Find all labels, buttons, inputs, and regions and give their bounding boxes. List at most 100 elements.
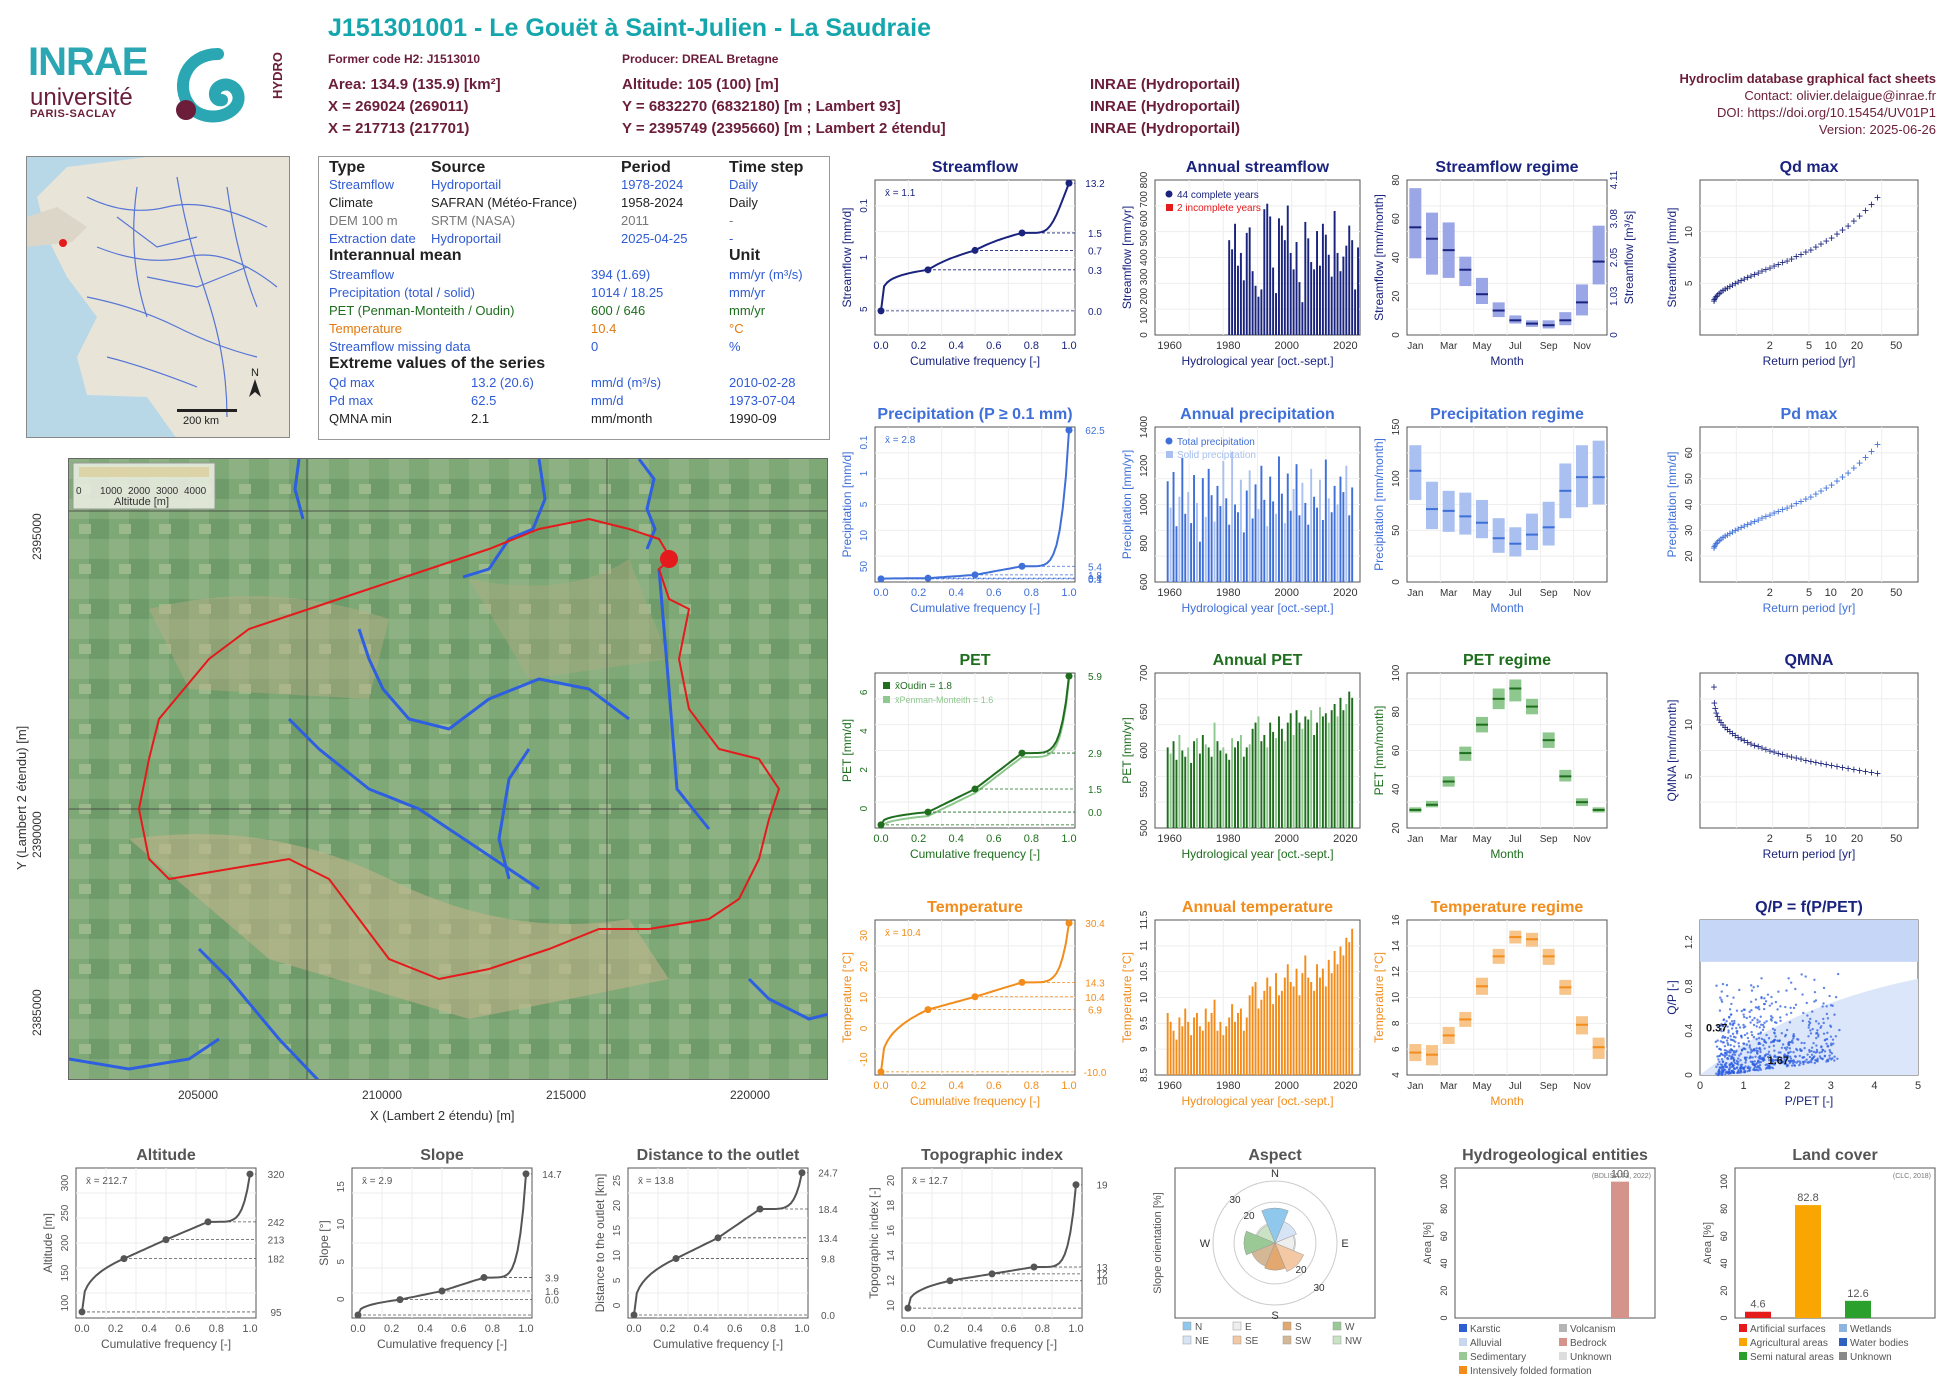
- qp-point: [1818, 1051, 1821, 1054]
- qp-point: [1756, 1021, 1759, 1024]
- x-axis-label: Cumulative frequency [-]: [377, 1337, 507, 1351]
- qp-point: [1737, 1045, 1741, 1048]
- hydro-logo-icon: [176, 48, 245, 123]
- annual-bar: [1263, 990, 1266, 1075]
- annual-bar: [1313, 496, 1316, 582]
- annual-bar: [1184, 756, 1187, 828]
- qp-point: [1750, 1033, 1754, 1037]
- quantile-point: [877, 575, 885, 583]
- qp-point: [1732, 1070, 1736, 1074]
- y-axis-label: PET [mm/d]: [840, 719, 854, 782]
- map-xlabel: X (Lambert 2 étendu) [m]: [370, 1108, 515, 1123]
- annual-bar: [1231, 1004, 1234, 1075]
- quantile-point: [396, 1296, 404, 1304]
- qp-point: [1745, 1016, 1748, 1020]
- qp-point: [1725, 1039, 1729, 1042]
- qp-point: [1717, 1068, 1721, 1071]
- quantile-point: [877, 1068, 885, 1076]
- annual-bar: [1260, 741, 1263, 828]
- tick-label: 5: [1915, 1080, 1921, 1092]
- annual-bar: [1266, 747, 1269, 828]
- annual-bar: [1175, 1039, 1178, 1075]
- annual-bar: [1228, 759, 1231, 828]
- x-axis-label: Hydrological year [oct.-sept.]: [1181, 354, 1333, 368]
- annual-bar: [1345, 245, 1348, 335]
- catchment-boundary: [137, 517, 781, 981]
- qp-point: [1739, 1071, 1742, 1074]
- qp-point: [1718, 1060, 1721, 1064]
- return-point: +: [1807, 243, 1814, 257]
- return-point: +: [1874, 191, 1881, 205]
- qp-point: [1807, 1023, 1811, 1027]
- qp-point: [1746, 1036, 1750, 1040]
- contact[interactable]: Contact: olivier.delaigue@inrae.fr: [1744, 88, 1936, 103]
- annual-bar: [1207, 747, 1210, 828]
- tick-label: 0.4: [949, 1080, 964, 1092]
- doi[interactable]: DOI: https://doi.org/10.15454/UV01P1: [1717, 105, 1936, 120]
- qp-point: [1750, 1008, 1753, 1012]
- qp-point: [1726, 1041, 1729, 1045]
- qp-point: [1726, 994, 1729, 998]
- qp-point: [1721, 1036, 1724, 1039]
- chart-title: Pd max: [1781, 406, 1838, 423]
- tick-label: 5: [1806, 340, 1812, 352]
- annual-bar: [1225, 1026, 1228, 1075]
- qp-point: [1731, 1032, 1735, 1036]
- qp-point: [1742, 1015, 1746, 1019]
- qp-point: [1773, 1028, 1777, 1032]
- qp-point: [1785, 1028, 1789, 1032]
- qp-point: [1764, 1000, 1768, 1003]
- ring-tick: 30: [1313, 1283, 1325, 1294]
- annual-bar: [1307, 238, 1310, 335]
- tick-label: 3: [1828, 1080, 1834, 1092]
- legend-tick-3000: 3000: [156, 486, 179, 497]
- tick-label: 80: [1719, 1204, 1729, 1214]
- return-point: +: [1802, 492, 1809, 506]
- qp-point: [1801, 1019, 1805, 1023]
- mean-label: x̄ = 2.8: [885, 435, 916, 446]
- annual-bar: [1248, 744, 1251, 828]
- legend-marker: [1166, 451, 1173, 458]
- annual-bar: [1278, 995, 1280, 1075]
- qp-point: [1726, 1057, 1729, 1060]
- right-tick-label: 13: [1096, 1263, 1108, 1274]
- annual-bar: [1263, 735, 1266, 828]
- legend-swatch: [1839, 1352, 1847, 1360]
- annual-bar: [1351, 928, 1354, 1075]
- annual-bar: [1228, 240, 1231, 335]
- qp-point: [1732, 1067, 1736, 1071]
- return-point: +: [1823, 234, 1830, 248]
- return-point: +: [1726, 526, 1733, 540]
- tick-label: 20: [1684, 550, 1695, 562]
- tick-label: 4: [1871, 1080, 1877, 1092]
- return-point: +: [1812, 487, 1819, 501]
- qp-point: [1811, 1010, 1814, 1013]
- qp-point: [1771, 1027, 1775, 1030]
- return-point: +: [1762, 263, 1769, 277]
- left-tick-label: 1: [859, 254, 870, 260]
- qp-point: [1748, 1010, 1751, 1014]
- return-point: +: [1713, 537, 1720, 551]
- qp-point: [1740, 1048, 1744, 1052]
- qp-point: [1757, 1042, 1760, 1046]
- annual-bar: [1345, 704, 1348, 828]
- qp-point: [1787, 1051, 1791, 1054]
- tick-label: 1000: [1139, 493, 1150, 516]
- quantile-point: [1030, 1263, 1038, 1271]
- tick-label: 20: [1851, 587, 1863, 599]
- annual-bar: [1298, 995, 1301, 1075]
- y-axis-label: Temperature [°C]: [1372, 952, 1386, 1043]
- return-point: +: [1719, 284, 1726, 298]
- tick-label: 0.4: [418, 1323, 433, 1335]
- tick-label: 0.0: [873, 340, 888, 352]
- return-point: +: [1735, 275, 1742, 289]
- qp-point: [1720, 1065, 1724, 1069]
- col-source: Source: [431, 159, 486, 176]
- annual-bar: [1196, 502, 1198, 582]
- return-point: +: [1856, 209, 1863, 223]
- qp-point: [1806, 1014, 1809, 1017]
- return-point: +: [1741, 272, 1748, 286]
- tick-label: 1.0: [1068, 1323, 1083, 1335]
- annual-bar: [1316, 722, 1318, 828]
- db-info: Hydroclim database graphical fact sheets…: [1680, 70, 1936, 138]
